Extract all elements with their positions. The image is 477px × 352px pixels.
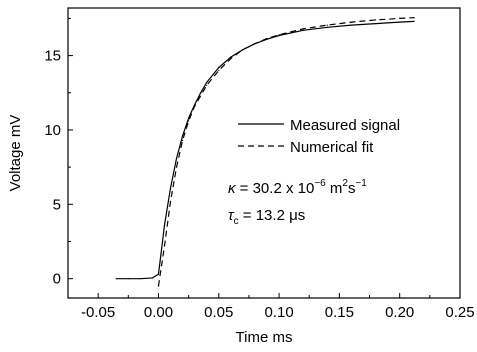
legend-label-numerical-fit: Numerical fit — [290, 139, 374, 156]
data-point-series-0 — [399, 21, 401, 23]
data-point-series-1 — [374, 19, 377, 21]
x-tick-label: 0.00 — [144, 304, 173, 321]
data-point-series-1 — [254, 43, 256, 45]
data-point-series-1 — [399, 17, 401, 20]
tau-annotation: τc = 13.2 μs — [228, 207, 305, 227]
data-point-series-0 — [181, 135, 184, 137]
series-layer — [115, 17, 415, 287]
legend: Measured signal Numerical fit — [238, 117, 400, 156]
series-line-measured-signal — [116, 20, 415, 280]
data-point-series-1 — [169, 200, 172, 202]
x-tick-label: 0.20 — [385, 304, 414, 321]
data-point-series-1 — [206, 84, 208, 86]
data-point-series-0 — [127, 278, 129, 280]
kappa-value: = 30.2 x 10 — [236, 180, 315, 197]
data-point-series-1 — [188, 120, 190, 122]
data-point-series-0 — [157, 273, 160, 275]
data-point-series-0 — [139, 278, 141, 280]
x-tick-label: 0.10 — [264, 304, 293, 321]
legend-label-measured-signal: Measured signal — [290, 117, 400, 134]
data-point-series-1 — [175, 166, 178, 168]
series-line-numerical-fit — [157, 17, 415, 287]
data-point-series-0 — [160, 254, 162, 256]
x-tick-label: -0.05 — [81, 304, 115, 321]
data-point-series-1 — [326, 24, 328, 26]
data-point-series-1 — [278, 34, 280, 36]
data-point-series-1 — [350, 21, 353, 23]
y-tick-label: 10 — [44, 122, 61, 139]
data-point-series-0 — [163, 224, 166, 226]
data-point-series-0 — [188, 117, 190, 119]
kappa-symbol: κ — [228, 180, 237, 197]
x-tick-label: 0.05 — [204, 304, 233, 321]
data-point-series-1 — [242, 49, 244, 51]
y-tick-label: 15 — [44, 48, 61, 65]
kappa-exponent: −6 — [314, 178, 326, 189]
data-point-series-0 — [326, 26, 328, 28]
x-tick-label: 0.25 — [445, 304, 474, 321]
data-point-series-0 — [175, 157, 178, 159]
data-point-series-1 — [413, 17, 415, 19]
data-point-series-0 — [206, 81, 208, 83]
data-point-series-1 — [181, 139, 184, 141]
data-point-series-0 — [374, 23, 377, 25]
data-point-series-0 — [350, 24, 353, 26]
tau-subscript: c — [234, 216, 239, 227]
data-point-series-0 — [302, 29, 304, 31]
kappa-unit-s-exponent: −1 — [355, 178, 367, 189]
data-point-series-0 — [413, 20, 415, 22]
x-axis-label: Time ms — [236, 329, 293, 346]
data-point-series-1 — [194, 105, 196, 107]
data-point-series-1 — [302, 28, 304, 30]
data-point-series-0 — [200, 92, 202, 94]
data-point-series-1 — [218, 69, 220, 72]
data-point-series-0 — [230, 56, 232, 58]
plot-frame — [67, 7, 461, 299]
tau-value: = 13.2 μs — [239, 207, 306, 224]
data-point-series-1 — [157, 285, 160, 287]
y-axis-label: Voltage mV — [7, 115, 24, 192]
data-point-series-0 — [218, 66, 220, 69]
data-point-series-1 — [163, 245, 166, 247]
y-tick-label: 0 — [53, 271, 61, 288]
data-point-series-0 — [169, 187, 172, 189]
data-point-series-1 — [266, 37, 268, 40]
kappa-unit-m-exponent: 2 — [342, 178, 348, 189]
data-point-series-0 — [151, 277, 154, 279]
data-point-series-0 — [115, 278, 117, 280]
kappa-annotation: κ = 30.2 x 10−6 m2s−1 — [228, 178, 367, 197]
data-point-series-1 — [230, 57, 232, 60]
axis-ticks: -0.05 0.00 0.05 0.10 0.15 0.20 0.25 0 5 10 15 — [44, 17, 475, 321]
x-tick-label: 0.15 — [325, 304, 354, 321]
y-tick-label: 5 — [53, 196, 61, 213]
kappa-unit-m: m — [326, 180, 343, 197]
tau-symbol: τ — [228, 207, 235, 224]
kappa-unit-s: s — [348, 180, 356, 197]
